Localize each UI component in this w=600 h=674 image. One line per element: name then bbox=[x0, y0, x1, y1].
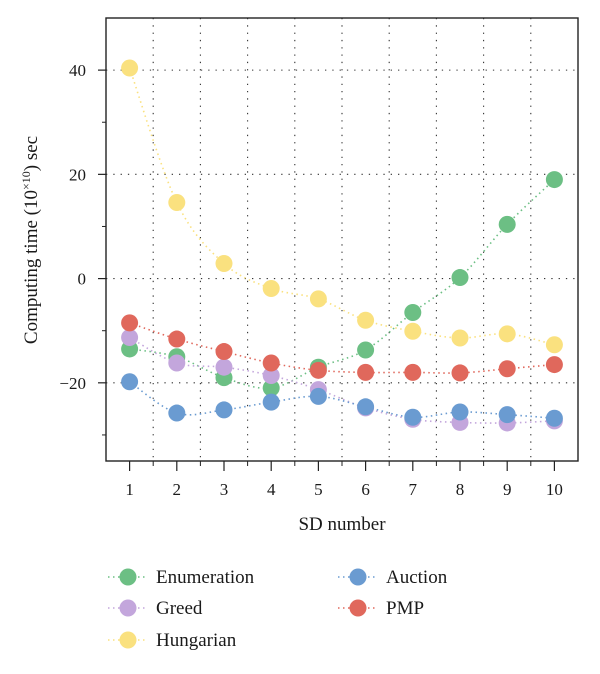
data-point-enumeration bbox=[262, 379, 280, 397]
gridlines bbox=[106, 18, 578, 461]
series-line-pmp bbox=[129, 322, 555, 374]
legend-marker-hungarian bbox=[119, 631, 137, 649]
y-axis-title-superscript: ×10 bbox=[19, 171, 33, 190]
legend-marker-greed bbox=[119, 599, 137, 617]
x-tick-label: 10 bbox=[546, 480, 563, 499]
data-point-greed bbox=[215, 358, 233, 376]
y-axis-title-unit: ) sec bbox=[21, 136, 42, 171]
legend-marker-enumeration bbox=[119, 568, 137, 586]
data-point-hungarian bbox=[404, 322, 422, 340]
x-tick-label: 3 bbox=[220, 480, 229, 499]
data-point-auction bbox=[498, 406, 516, 424]
legend-label-enumeration: Enumeration bbox=[156, 567, 255, 588]
x-tick-label: 6 bbox=[361, 480, 370, 499]
data-point-auction bbox=[262, 393, 280, 411]
data-point-auction bbox=[168, 404, 186, 422]
data-point-auction bbox=[451, 403, 469, 421]
x-axis: 1 2 3 4 5 6 7 8 9 10 bbox=[125, 461, 563, 499]
data-point-greed bbox=[168, 354, 186, 372]
data-point-hungarian bbox=[168, 193, 186, 211]
data-point-hungarian bbox=[545, 336, 563, 354]
data-point-greed bbox=[262, 367, 280, 385]
series-lines bbox=[128, 67, 555, 424]
legend-marker-pmp bbox=[349, 599, 367, 617]
data-point-pmp bbox=[498, 360, 516, 378]
data-point-pmp bbox=[121, 314, 139, 332]
data-point-pmp bbox=[309, 361, 327, 379]
data-point-enumeration bbox=[451, 269, 469, 287]
data-point-auction bbox=[215, 401, 233, 419]
y-tick-label: 0 bbox=[78, 270, 87, 289]
y-tick-label: −20 bbox=[59, 374, 86, 393]
data-point-pmp bbox=[545, 356, 563, 374]
data-point-hungarian bbox=[309, 290, 327, 308]
legend-marker-auction bbox=[349, 568, 367, 586]
data-point-enumeration bbox=[545, 171, 563, 189]
legend-label-greed: Greed bbox=[156, 598, 203, 619]
legend-label-pmp: PMP bbox=[386, 598, 424, 619]
data-point-hungarian bbox=[121, 59, 139, 77]
data-point-pmp bbox=[215, 343, 233, 361]
data-point-hungarian bbox=[498, 325, 516, 343]
y-tick-label: 20 bbox=[69, 165, 86, 184]
data-point-pmp bbox=[451, 364, 469, 382]
data-point-hungarian bbox=[215, 254, 233, 272]
data-point-auction bbox=[404, 408, 422, 426]
x-tick-label: 4 bbox=[267, 480, 276, 499]
legend-label-auction: Auction bbox=[386, 567, 448, 588]
series-line-greed bbox=[129, 336, 555, 424]
x-tick-label: 9 bbox=[503, 480, 512, 499]
x-tick-label: 2 bbox=[173, 480, 182, 499]
y-axis-title-main: Computing time (10 bbox=[21, 190, 42, 344]
y-axis: 40 20 0 −20 bbox=[59, 61, 106, 436]
legend: Enumeration Greed Hungarian Auction PMP bbox=[108, 567, 448, 651]
data-point-enumeration bbox=[357, 341, 375, 359]
x-axis-title: SD number bbox=[298, 514, 386, 535]
data-point-auction bbox=[309, 387, 327, 405]
x-tick-label: 1 bbox=[125, 480, 134, 499]
data-point-enumeration bbox=[404, 303, 422, 321]
data-point-hungarian bbox=[451, 329, 469, 347]
x-tick-label: 8 bbox=[456, 480, 465, 499]
data-point-enumeration bbox=[498, 215, 516, 233]
legend-label-hungarian: Hungarian bbox=[156, 630, 237, 651]
data-point-pmp bbox=[357, 363, 375, 381]
series-line-auction bbox=[129, 381, 555, 420]
x-tick-label: 5 bbox=[314, 480, 323, 499]
data-point-greed bbox=[121, 328, 139, 346]
y-axis-title: Computing time (10×10) sec bbox=[19, 136, 42, 344]
y-tick-label: 40 bbox=[69, 61, 86, 80]
data-point-hungarian bbox=[357, 311, 375, 329]
data-point-hungarian bbox=[262, 279, 280, 297]
data-point-auction bbox=[545, 409, 563, 427]
data-point-pmp bbox=[262, 354, 280, 372]
series-points bbox=[121, 59, 563, 432]
data-point-auction bbox=[121, 373, 139, 391]
x-tick-label: 7 bbox=[409, 480, 418, 499]
series-line-enumeration bbox=[129, 178, 555, 390]
data-point-auction bbox=[357, 398, 375, 416]
data-point-pmp bbox=[404, 363, 422, 381]
data-point-pmp bbox=[168, 330, 186, 348]
